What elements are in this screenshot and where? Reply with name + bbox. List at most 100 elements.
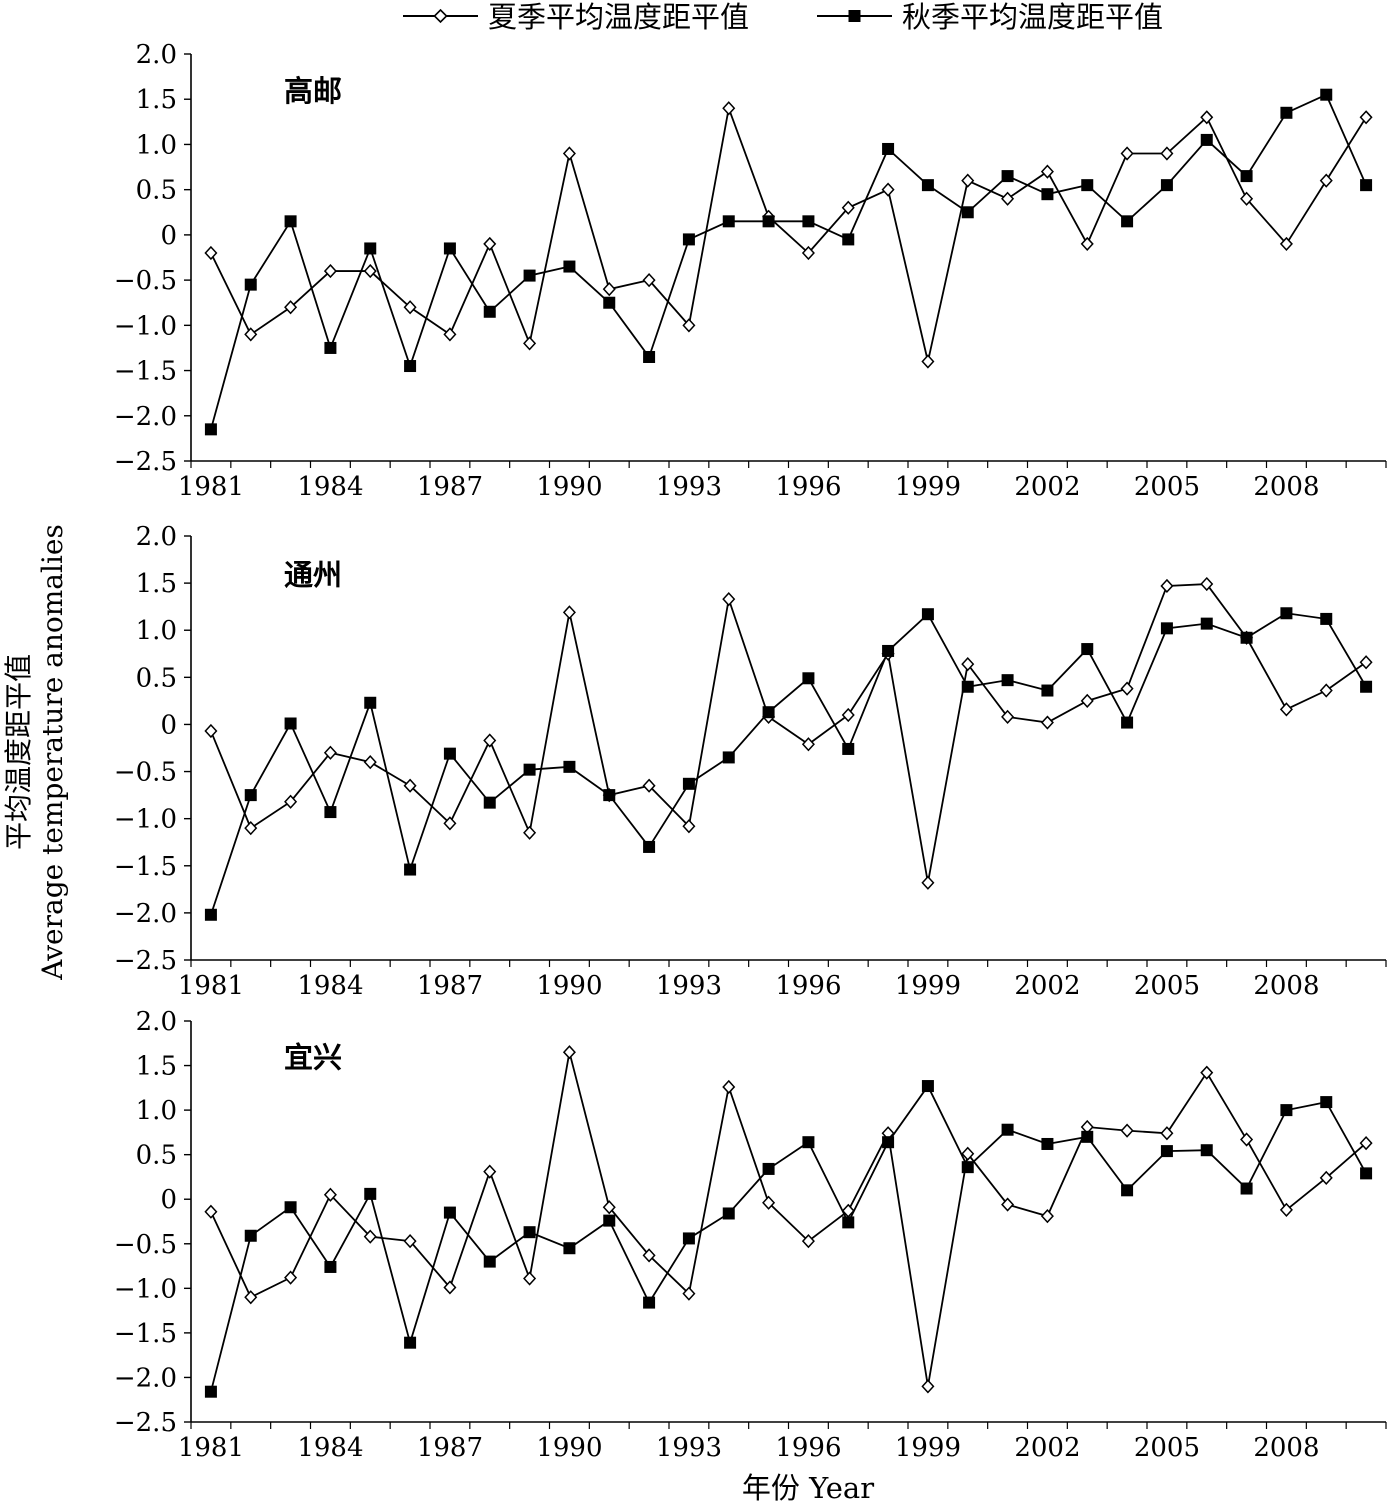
series-line	[210, 1084, 1367, 1392]
x-tick-label: 1990	[536, 1433, 602, 1463]
series-summer	[204, 1045, 1373, 1394]
data-point-autumn	[523, 1226, 536, 1239]
data-point-autumn	[284, 717, 297, 730]
data-point-autumn	[1320, 612, 1333, 625]
data-point-summer	[1359, 1135, 1373, 1151]
x-tick-label: 1993	[656, 1433, 722, 1463]
data-point-summer	[722, 101, 736, 116]
y-tick-label: −2.5	[114, 447, 177, 477]
data-point-autumn	[284, 1201, 297, 1214]
data-point-autumn	[1240, 1182, 1253, 1195]
y-tick-label: −1.0	[114, 311, 177, 341]
data-point-autumn	[1081, 179, 1094, 192]
data-point-summer	[284, 1270, 298, 1285]
data-point-autumn	[404, 360, 417, 373]
y-tick-label: 2.0	[136, 522, 177, 552]
data-point-autumn	[483, 1255, 496, 1268]
data-point-autumn	[284, 215, 297, 228]
y-tick-label: −2.5	[114, 946, 177, 976]
data-point-autumn	[1160, 1145, 1173, 1158]
data-point-autumn	[722, 751, 735, 764]
y-tick-label: −1.5	[114, 1319, 177, 1349]
data-point-summer	[244, 1290, 258, 1305]
data-point-autumn	[1160, 622, 1173, 635]
y-axis-label-en: Average temperature anomalies	[36, 524, 69, 981]
data-point-autumn	[643, 350, 656, 363]
data-point-autumn	[364, 1187, 377, 1200]
data-point-autumn	[523, 269, 536, 282]
data-point-autumn	[1081, 1130, 1094, 1143]
data-point-autumn	[244, 278, 257, 291]
data-point-autumn	[842, 233, 855, 246]
data-point-summer	[722, 1079, 736, 1095]
y-tick-label: 1.5	[136, 569, 177, 599]
data-point-summer	[284, 300, 298, 315]
data-point-autumn	[961, 1161, 974, 1174]
data-point-summer	[523, 1271, 537, 1286]
data-point-autumn	[1001, 170, 1014, 183]
data-point-summer	[921, 354, 935, 369]
data-point-summer	[1120, 681, 1134, 696]
series-line	[210, 1051, 1367, 1387]
data-point-summer	[483, 236, 497, 252]
y-tick-label: 0	[160, 1185, 177, 1215]
data-point-summer	[1040, 715, 1054, 730]
data-point-autumn	[643, 1296, 656, 1309]
data-point-autumn	[364, 242, 377, 255]
data-point-autumn	[1200, 617, 1213, 630]
data-point-summer	[244, 820, 258, 836]
data-point-summer	[801, 737, 815, 752]
data-point-autumn	[1320, 1096, 1333, 1109]
data-point-summer	[403, 300, 417, 315]
data-point-summer	[682, 819, 696, 834]
y-tick-label: −2.5	[114, 1408, 177, 1438]
data-point-summer	[1319, 1170, 1333, 1185]
y-tick-label: −2.0	[114, 402, 177, 432]
y-axis-label-cn: 平均温度距平值	[2, 654, 35, 850]
legend-summer-marker	[433, 8, 448, 24]
data-point-autumn	[1360, 680, 1373, 693]
x-tick-label: 1987	[417, 971, 483, 1001]
data-point-autumn	[1360, 1167, 1373, 1180]
x-tick-label: 1996	[775, 971, 841, 1001]
data-point-autumn	[762, 706, 775, 719]
data-point-autumn	[404, 1336, 417, 1349]
y-tick-label: −1.5	[114, 357, 177, 387]
x-tick-label: 2002	[1014, 472, 1080, 502]
x-tick-label: 1999	[895, 472, 961, 502]
data-point-summer	[1040, 164, 1054, 179]
y-tick-label: 2.0	[136, 40, 177, 70]
data-point-autumn	[762, 1162, 775, 1175]
data-point-summer	[642, 778, 656, 793]
data-point-autumn	[1041, 188, 1054, 201]
data-point-autumn	[204, 1385, 217, 1398]
data-point-summer	[801, 245, 815, 261]
y-tick-label: 0.5	[136, 176, 177, 206]
x-tick-label: 1981	[178, 971, 244, 1001]
x-tick-label: 1990	[536, 971, 602, 1001]
x-tick-label: 2005	[1134, 971, 1200, 1001]
y-tick-label: −0.5	[114, 758, 177, 788]
data-point-autumn	[1360, 179, 1373, 192]
x-tick-label: 1996	[775, 472, 841, 502]
data-point-autumn	[1280, 106, 1293, 119]
data-point-autumn	[882, 644, 895, 657]
data-point-autumn	[324, 341, 337, 354]
data-point-summer	[363, 755, 377, 770]
data-point-autumn	[682, 777, 695, 790]
data-point-autumn	[483, 796, 496, 809]
data-point-autumn	[1001, 674, 1014, 687]
data-point-autumn	[244, 1229, 257, 1242]
y-tick-label: 1.5	[136, 85, 177, 115]
data-point-summer	[562, 605, 576, 620]
series-line	[210, 612, 1367, 916]
data-point-summer	[1160, 578, 1174, 594]
data-point-summer	[363, 1229, 377, 1244]
data-point-summer	[284, 794, 298, 809]
data-point-autumn	[682, 1232, 695, 1245]
series-autumn	[204, 607, 1373, 921]
data-point-autumn	[802, 1136, 815, 1149]
data-point-summer	[1001, 1197, 1015, 1212]
